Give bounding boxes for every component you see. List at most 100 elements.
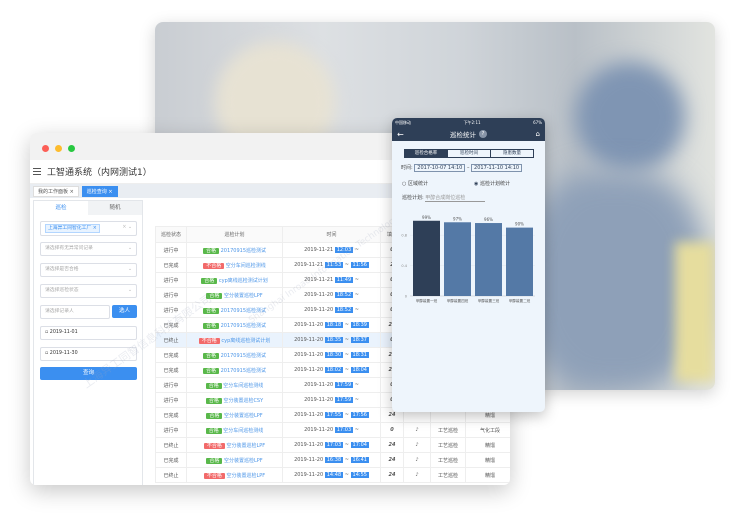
end-time: 18:04: [350, 367, 369, 373]
bar: [475, 223, 502, 296]
recorder-input[interactable]: 请选择记录人: [40, 305, 110, 319]
x-tick-label: 甲醇装置二班: [509, 298, 531, 303]
plan-link[interactable]: 空分装置巡检LPF: [226, 442, 266, 449]
help-icon[interactable]: ?: [479, 130, 487, 138]
plan-link[interactable]: 空分装置巡检LPF: [226, 472, 266, 479]
end-time: 14:55: [350, 472, 369, 478]
table-row[interactable]: 已终止 不合格 空分装置巡检LPF 2019-11-20 14:48 ~ 14:…: [155, 467, 510, 483]
select-person-button[interactable]: 选人: [112, 305, 137, 318]
result-badge: 不合格: [203, 472, 225, 479]
plan-link[interactable]: 20170915巡检测试: [220, 247, 267, 254]
query-button[interactable]: 查询: [40, 367, 137, 380]
date: 2019-11-20: [294, 412, 324, 418]
bar-value-label: 99%: [422, 215, 431, 220]
start-time: 18:30: [324, 352, 344, 358]
time-to-field[interactable]: 2017-11-10 14:10: [471, 164, 523, 172]
area-cell: 精馏: [465, 467, 510, 483]
y-tick-label: 0.4: [401, 264, 407, 268]
back-arrow-icon[interactable]: ←: [397, 129, 404, 139]
status-cell: 进行中: [155, 242, 187, 258]
date: 2019-11-20: [304, 292, 334, 298]
seg-pass-rate[interactable]: 巡检合格率: [405, 150, 448, 157]
plan-link[interactable]: 空分装置巡检CSY: [223, 397, 264, 404]
date: 2019-11-20: [304, 382, 334, 388]
plan-link[interactable]: 20170915巡检测试: [220, 352, 267, 359]
fill-cell: 24: [380, 452, 404, 468]
status-cell: 已终止: [155, 332, 187, 348]
fill-cell: 24: [380, 467, 404, 483]
start-time: 18:18: [324, 322, 344, 328]
radio-area[interactable]: ○ 区域统计: [402, 181, 428, 187]
start-time: 11:53: [324, 262, 344, 268]
date-to-field[interactable]: ▫ 2019-11-30: [40, 347, 137, 361]
status-cell: 已完成: [155, 452, 187, 468]
bar-value-label: 96%: [484, 217, 493, 222]
plan-link[interactable]: cyp离线巡检测试计划: [221, 337, 271, 344]
table-row[interactable]: 已完成 合格 空分装置巡检LPF 2019-11-20 16:38 ~ 16:4…: [155, 452, 510, 468]
table-row[interactable]: 已终止 不合格 空分装置巡检LPF 2019-11-20 17:03 ~ 17:…: [155, 437, 510, 453]
type-cell: 工艺巡检: [430, 467, 466, 483]
tab-inspection-query[interactable]: 巡检查询 ×: [81, 185, 118, 197]
bar: [444, 222, 471, 296]
status-cell: 已完成: [155, 407, 187, 423]
start-time: 16:38: [324, 457, 344, 463]
tab-workbench[interactable]: 我的工作面板 ×: [33, 185, 79, 197]
time-from-field[interactable]: 2017-10-07 14:10: [414, 164, 466, 172]
maximize-dot[interactable]: [68, 145, 75, 152]
status-cell: 进行中: [155, 287, 187, 303]
minimize-dot[interactable]: [55, 145, 62, 152]
result-badge: 合格: [206, 457, 223, 464]
plan-link[interactable]: 20170915巡检测试: [220, 367, 267, 374]
tab-inspection[interactable]: 巡检: [55, 205, 67, 211]
plan-link[interactable]: cyp离线巡检测试计划: [218, 277, 268, 284]
plant-tag[interactable]: 上海异工同智化工厂 ×: [45, 224, 100, 233]
plan-link[interactable]: 空分车间巡检测线: [225, 262, 266, 269]
seg-time[interactable]: 巡检时间: [448, 150, 491, 157]
date: 2019-11-20: [304, 427, 334, 433]
plan-select[interactable]: 甲醇合成岗位巡检: [425, 195, 486, 202]
battery: 67%: [533, 120, 542, 125]
abnormal-select[interactable]: 请选择有无异常问记录 ⌄: [40, 242, 137, 256]
tab-random[interactable]: 随机: [88, 201, 142, 215]
plan-link[interactable]: 空分装置巡检LPF: [223, 292, 263, 299]
date-from-field[interactable]: ▫ 2019-11-01: [40, 326, 137, 340]
result-badge: 合格: [206, 292, 223, 299]
x-tick-label: 甲醇装置四班: [447, 298, 469, 303]
end-time: 17:04: [350, 442, 369, 448]
date: 2019-11-20: [294, 442, 324, 448]
result-badge: 合格: [202, 352, 219, 359]
x-tick-label: 甲醇装置三班: [478, 298, 500, 303]
edit-icon[interactable]: ♪: [403, 452, 431, 468]
start-time: 17:59: [334, 382, 354, 388]
type-cell: 工艺巡检: [430, 452, 466, 468]
start-time: 14:48: [324, 472, 344, 478]
plan-link[interactable]: 20170915巡检测试: [220, 322, 267, 329]
end-time: 18:31: [350, 352, 369, 358]
edit-icon[interactable]: ♪: [403, 422, 431, 438]
plan-link[interactable]: 20170915巡检测试: [220, 307, 267, 314]
edit-icon[interactable]: ♪: [403, 437, 431, 453]
plan-link[interactable]: 空分装置巡检LPF: [223, 412, 263, 419]
status-cell: 已完成: [155, 257, 187, 273]
y-tick-label: 0: [405, 295, 407, 299]
plan-link[interactable]: 空分装置巡检LPF: [223, 457, 263, 464]
app-title: 工智通系统（内网测试1）: [47, 168, 152, 178]
bar: [506, 227, 533, 296]
edit-icon[interactable]: ♪: [403, 467, 431, 483]
clock: 下午2:11: [463, 119, 481, 125]
menu-icon[interactable]: [33, 168, 41, 175]
home-icon[interactable]: ⌂: [535, 130, 540, 138]
date: 2019-11-20: [304, 397, 334, 403]
plan-link[interactable]: 空分车间巡检测线: [223, 427, 264, 434]
seg-hazards[interactable]: 隐患数量: [503, 151, 521, 156]
start-time: 12:03: [334, 247, 354, 253]
close-dot[interactable]: [42, 145, 49, 152]
table-row[interactable]: 进行中 合格 空分车间巡检测线 2019-11-20 17:03 ~ 0 ♪ 工…: [155, 422, 510, 438]
status-select[interactable]: 请选择巡检状态 ⌄: [40, 284, 137, 298]
qualified-select[interactable]: 请选择是否合格 ⌄: [40, 263, 137, 277]
radio-plan[interactable]: ◉ 巡检计划统计: [474, 181, 510, 187]
result-badge: 合格: [205, 397, 222, 404]
plan-link[interactable]: 空分车间巡检测线: [223, 382, 264, 389]
filter-panel: 巡检 随机 上海异工同智化工厂 × × ⌄ 请选择有无异常问记录 ⌄ 请选择是否合格 ⌄…: [33, 200, 143, 485]
date: 2019-11-20: [294, 457, 324, 463]
